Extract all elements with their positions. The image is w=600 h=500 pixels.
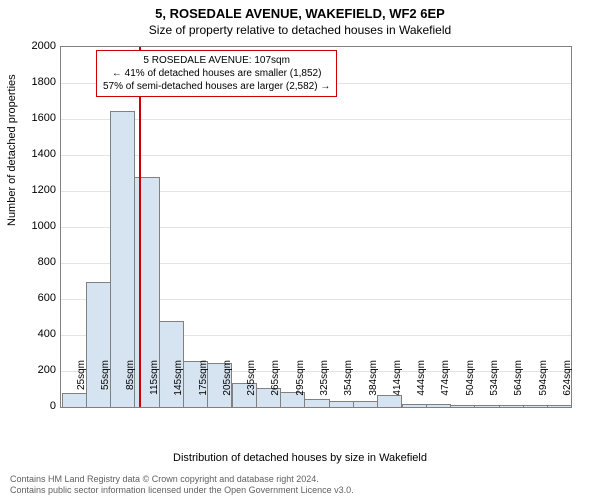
y-tick-label: 800 bbox=[16, 256, 56, 268]
y-tick-label: 2000 bbox=[16, 40, 56, 52]
y-tick-label: 600 bbox=[16, 292, 56, 304]
x-tick-label: 175sqm bbox=[198, 360, 209, 410]
y-tick-label: 1200 bbox=[16, 184, 56, 196]
page-title-address: 5, ROSEDALE AVENUE, WAKEFIELD, WF2 6EP bbox=[0, 0, 600, 21]
gridline bbox=[61, 119, 571, 120]
y-tick-label: 200 bbox=[16, 364, 56, 376]
y-tick-label: 1600 bbox=[16, 112, 56, 124]
x-tick-label: 504sqm bbox=[465, 360, 476, 410]
y-tick-label: 0 bbox=[16, 400, 56, 412]
x-tick-label: 55sqm bbox=[100, 360, 111, 410]
y-tick-label: 1000 bbox=[16, 220, 56, 232]
x-tick-label: 474sqm bbox=[440, 360, 451, 410]
footer-attribution: Contains HM Land Registry data © Crown c… bbox=[10, 474, 354, 496]
x-tick-label: 115sqm bbox=[149, 360, 160, 410]
footer-line1: Contains HM Land Registry data © Crown c… bbox=[10, 474, 354, 485]
page-title-subtitle: Size of property relative to detached ho… bbox=[0, 21, 600, 41]
y-tick-label: 1800 bbox=[16, 76, 56, 88]
x-tick-label: 265sqm bbox=[270, 360, 281, 410]
x-axis-label: Distribution of detached houses by size … bbox=[0, 452, 600, 464]
x-tick-label: 85sqm bbox=[125, 360, 136, 410]
x-tick-label: 594sqm bbox=[538, 360, 549, 410]
x-tick-label: 534sqm bbox=[489, 360, 500, 410]
x-tick-label: 325sqm bbox=[319, 360, 330, 410]
x-tick-label: 235sqm bbox=[246, 360, 257, 410]
annotation-callout: 5 ROSEDALE AVENUE: 107sqm ← 41% of detac… bbox=[96, 50, 337, 97]
x-tick-label: 145sqm bbox=[173, 360, 184, 410]
x-tick-label: 25sqm bbox=[76, 360, 87, 410]
x-tick-label: 564sqm bbox=[513, 360, 524, 410]
y-tick-label: 400 bbox=[16, 328, 56, 340]
x-tick-label: 205sqm bbox=[222, 360, 233, 410]
x-tick-label: 624sqm bbox=[562, 360, 573, 410]
y-tick-label: 1400 bbox=[16, 148, 56, 160]
property-marker-line bbox=[139, 47, 141, 407]
x-tick-label: 414sqm bbox=[392, 360, 403, 410]
chart-plot-area bbox=[60, 46, 572, 408]
x-tick-label: 384sqm bbox=[368, 360, 379, 410]
annotation-line-smaller: ← 41% of detached houses are smaller (1,… bbox=[103, 67, 330, 80]
annotation-line-larger: 57% of semi-detached houses are larger (… bbox=[103, 80, 330, 93]
x-tick-label: 295sqm bbox=[295, 360, 306, 410]
annotation-line-property: 5 ROSEDALE AVENUE: 107sqm bbox=[103, 54, 330, 67]
x-tick-label: 444sqm bbox=[416, 360, 427, 410]
x-tick-label: 354sqm bbox=[343, 360, 354, 410]
footer-line2: Contains public sector information licen… bbox=[10, 485, 354, 496]
gridline bbox=[61, 155, 571, 156]
